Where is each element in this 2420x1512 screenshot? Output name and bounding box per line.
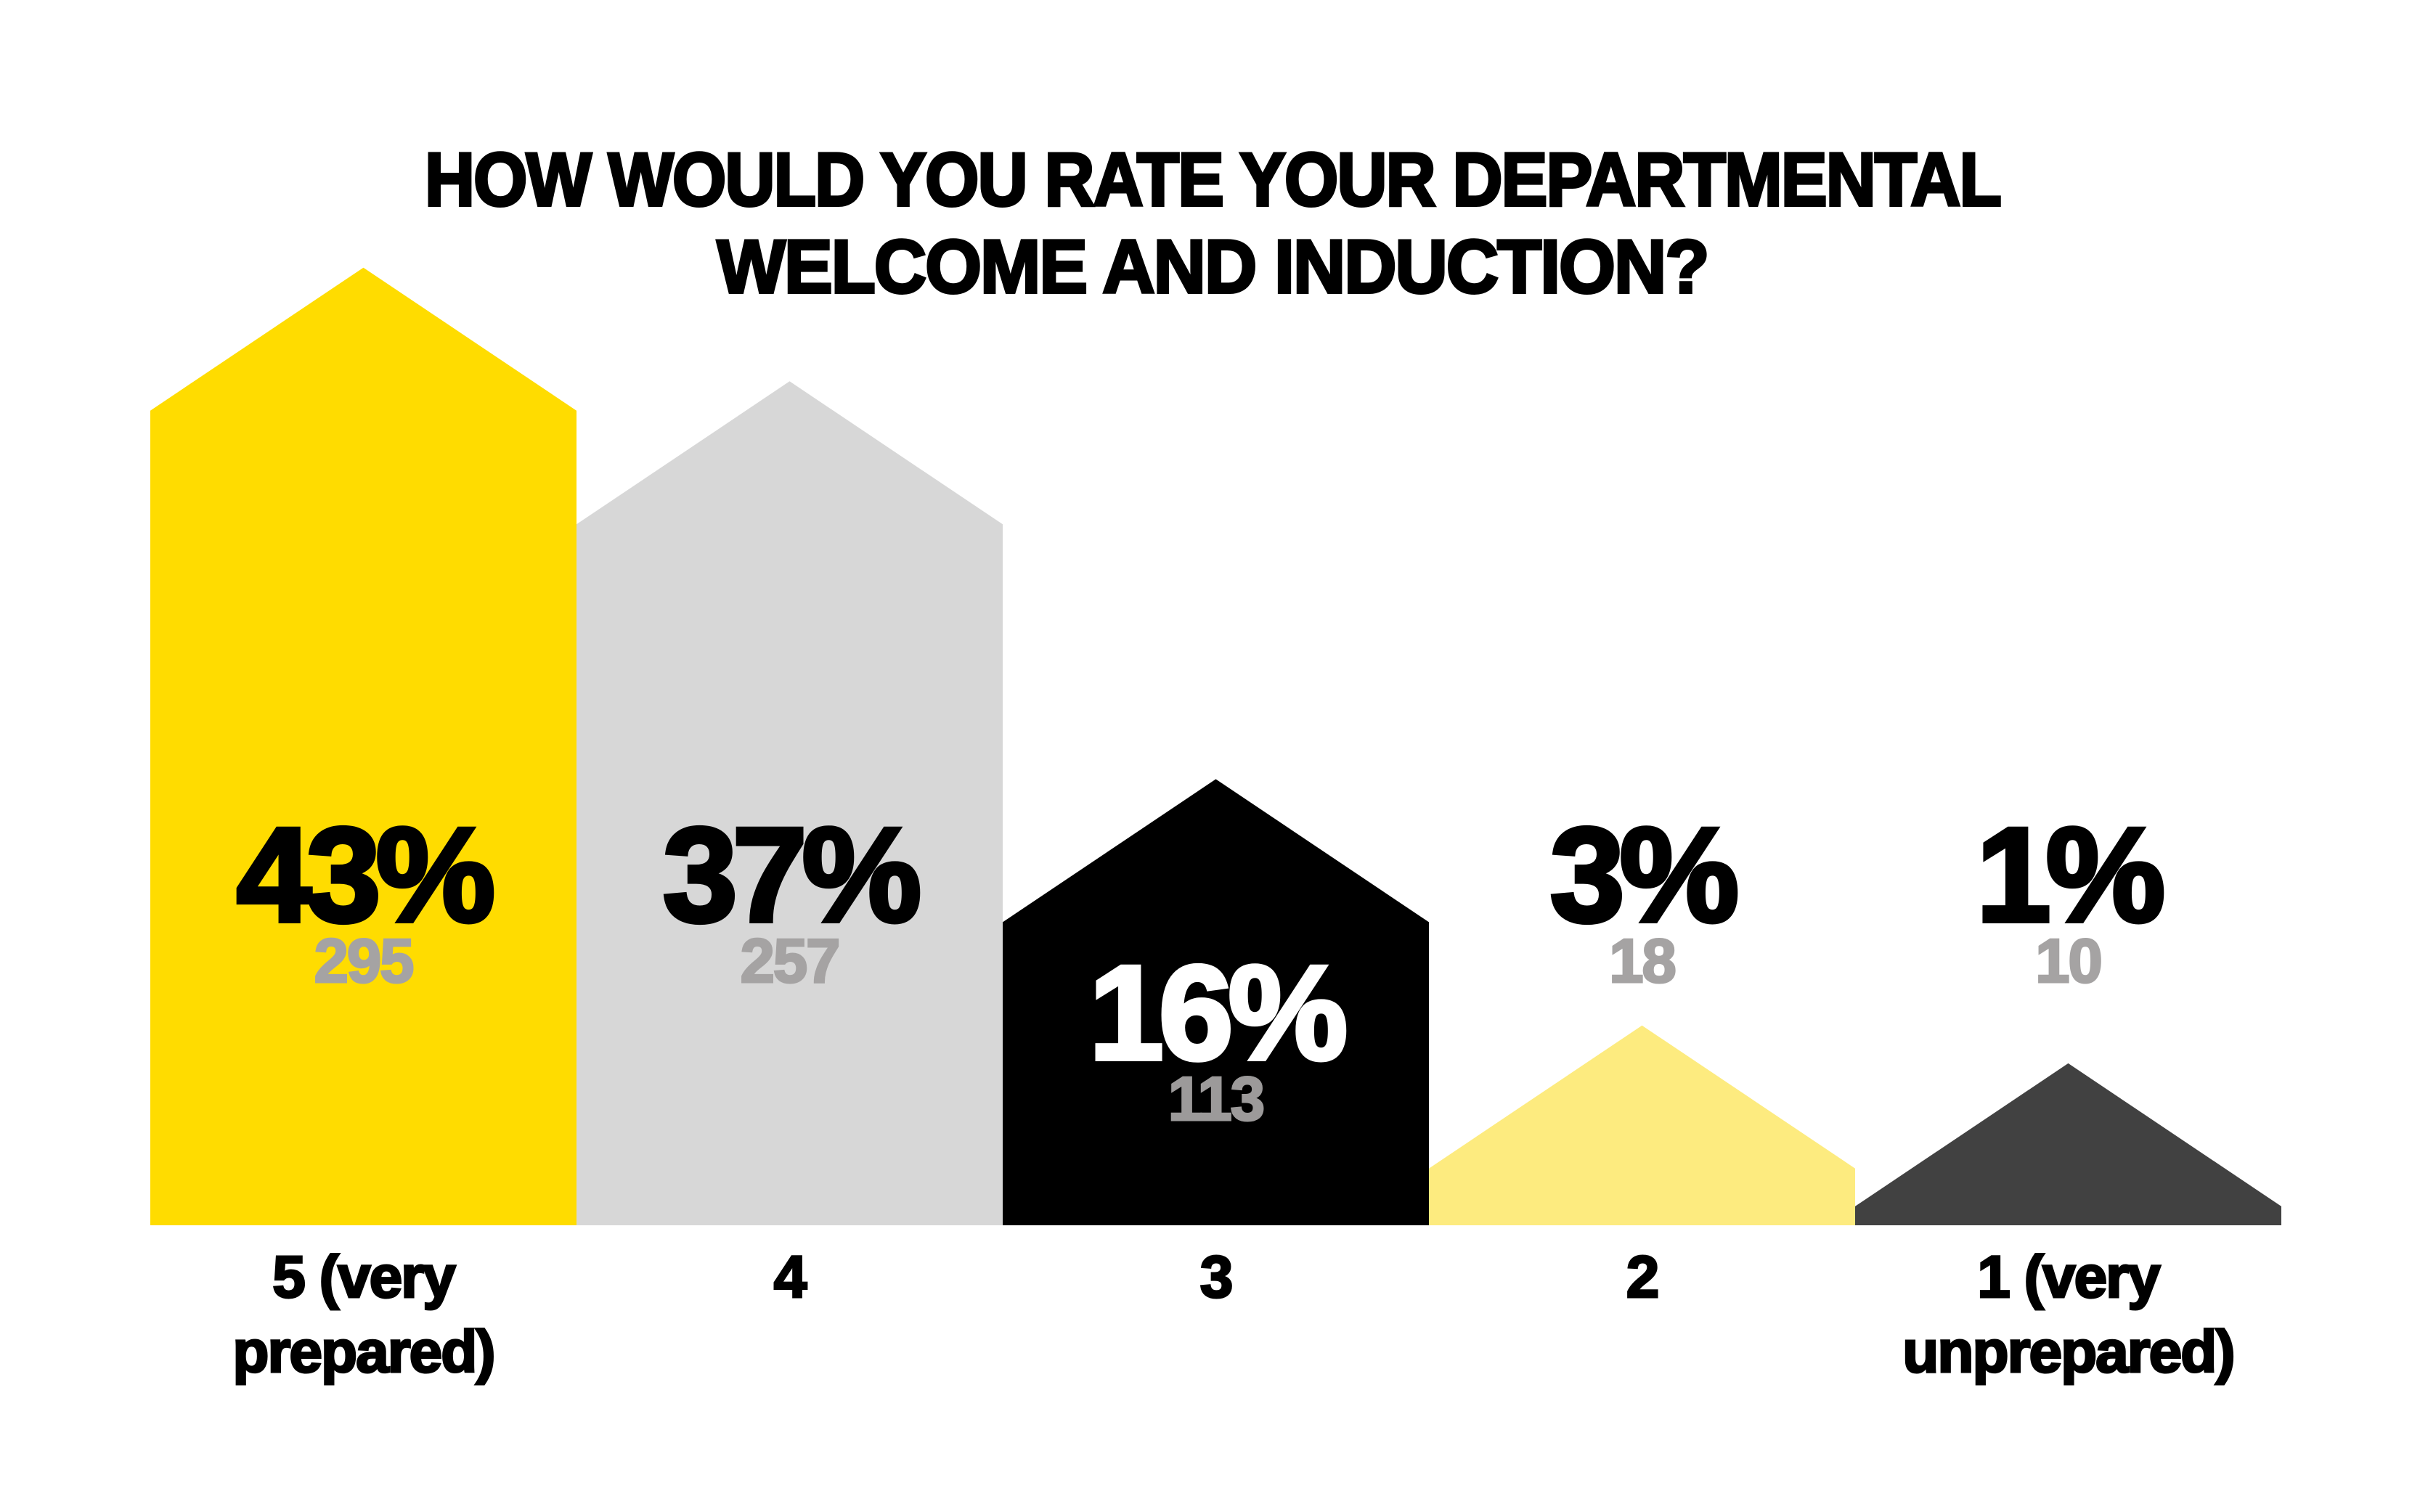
count-label-5-very-prepared: 295: [314, 927, 413, 996]
bar-group-1-very-unprepared: 1%10 1 (very unprepared): [1855, 798, 2281, 1386]
chart-title-line2: WELCOME AND INDUCTION?: [717, 225, 1708, 309]
bar-group-5-very-prepared: 43%295 5 (very prepared): [150, 267, 577, 1386]
bar-group-3: 16%113 3: [1003, 779, 1429, 1312]
bar-group-2: 3%18 2: [1429, 798, 1855, 1312]
bars-layer: 43%295 5 (very prepared) 37%257 4 16%113 3 3%18…: [150, 267, 2281, 1386]
bar-group-4: 37%257 4: [577, 381, 1003, 1312]
percent-label-4: 37%: [663, 801, 918, 950]
percent-label-1-very-unprepared: 1%: [1976, 801, 2162, 950]
category-label-3-line1: 3: [1200, 1244, 1232, 1310]
category-label-1-very-unprepared-line1: 1 (very: [1977, 1244, 2161, 1310]
chart-title-line1: HOW WOULD YOU RATE YOUR DEPARTMENTAL: [425, 138, 2000, 222]
percent-label-5-very-prepared: 43%: [237, 801, 492, 950]
percent-label-2: 3%: [1550, 801, 1736, 950]
bar-shape-5-very-prepared: [150, 267, 577, 1226]
percent-label-3: 16%: [1089, 939, 1345, 1088]
bar-shape-1-very-unprepared: [1855, 1063, 2281, 1225]
bar-shape-4: [577, 381, 1003, 1225]
bar-shape-3: [1003, 779, 1429, 1225]
count-label-1-very-unprepared: 10: [2035, 927, 2101, 996]
category-label-5-very-prepared-line1: 5 (very: [272, 1244, 456, 1310]
count-label-3: 113: [1168, 1065, 1263, 1134]
category-label-5-very-prepared-line2: prepared): [232, 1319, 494, 1385]
bar-shape-2: [1429, 1025, 1855, 1225]
category-label-1-very-unprepared-line2: unprepared): [1902, 1319, 2233, 1385]
count-label-4: 257: [741, 927, 839, 996]
category-label-4-line1: 4: [774, 1244, 807, 1310]
count-label-2: 18: [1609, 927, 1675, 996]
category-label-2-line1: 2: [1626, 1244, 1658, 1310]
